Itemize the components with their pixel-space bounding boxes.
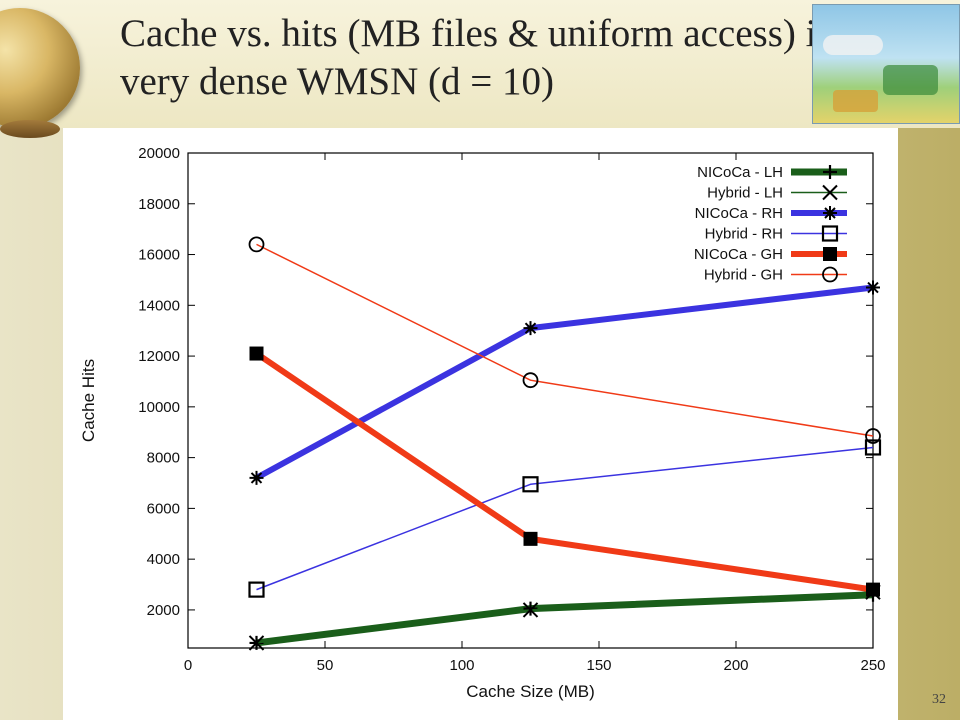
legend-label: Hybrid - LH (707, 185, 783, 202)
marker-open-circle (865, 428, 881, 444)
line-chart: 2000400060008000100001200014000160001800… (79, 145, 886, 701)
x-tick-label: 0 (184, 657, 192, 674)
title-band (0, 0, 960, 128)
y-tick-label: 10000 (138, 399, 180, 416)
y-tick-label: 4000 (147, 551, 180, 568)
y-tick-label: 8000 (147, 450, 180, 467)
x-tick-label: 100 (449, 657, 474, 674)
legend-label: NICoCa - RH (695, 205, 783, 222)
marker-open-circle (522, 372, 539, 389)
x-tick-label: 50 (317, 657, 334, 674)
x-tick-label: 250 (860, 657, 885, 674)
marker-open-square (522, 476, 539, 493)
marker-star (523, 321, 538, 336)
series-line (256, 243, 874, 437)
marker-x (248, 635, 265, 651)
y-axis-label: Cache Hits (79, 359, 98, 442)
series-hybrid-rh (248, 439, 882, 598)
y-tick-label: 18000 (138, 196, 180, 213)
series-line (256, 591, 874, 647)
series-nicoca-rh (249, 280, 880, 485)
series-hybrid-gh (248, 236, 881, 444)
marker-star (823, 206, 837, 220)
x-axis-label: Cache Size (MB) (466, 682, 594, 701)
series-line (255, 284, 874, 481)
y-tick-label: 2000 (147, 602, 180, 619)
x-tick-label: 150 (586, 657, 611, 674)
y-tick-label: 16000 (138, 247, 180, 264)
marker-plus (823, 165, 837, 179)
marker-open-square (821, 225, 839, 242)
marker-star (866, 280, 880, 295)
globe-stand (0, 120, 60, 138)
slide-number: 32 (932, 692, 946, 707)
marker-star (249, 470, 264, 485)
chart-panel: 2000 4000 6000 8000 10000 12000 14000 16000 1800… (63, 128, 898, 720)
series-nicoca-gh (249, 346, 880, 597)
plot-frame (187, 152, 874, 649)
marker-open-square (864, 439, 882, 456)
legend-label: NICoCa - GH (694, 246, 783, 263)
legend: NICoCa - LH Hybrid - LH NICoCa - RH Hybrid … (694, 164, 847, 284)
marker-filled-square (866, 582, 880, 597)
series-line (256, 446, 874, 591)
y-tick-label: 6000 (147, 500, 180, 517)
marker-filled-square (523, 531, 538, 546)
marker-x (522, 602, 539, 618)
series-hybrid-lh (248, 584, 881, 651)
legend-label: NICoCa - LH (697, 164, 783, 181)
y-tick-label: 14000 (138, 297, 180, 314)
y-tick-label: 12000 (138, 348, 180, 365)
legend-label: Hybrid - RH (705, 226, 783, 243)
marker-x (822, 184, 838, 201)
infographic-thumbnail (812, 4, 960, 124)
y-tick-label: 20000 (138, 145, 180, 162)
x-tick-label: 200 (723, 657, 748, 674)
marker-open-square (248, 581, 265, 598)
marker-open-circle (822, 266, 838, 283)
marker-filled-square (249, 346, 264, 361)
slide-title: Cache vs. hits (MB files & uniform acces… (120, 12, 863, 103)
legend-label: Hybrid - GH (704, 267, 783, 284)
marker-open-circle (248, 236, 265, 253)
marker-filled-square (823, 247, 837, 261)
